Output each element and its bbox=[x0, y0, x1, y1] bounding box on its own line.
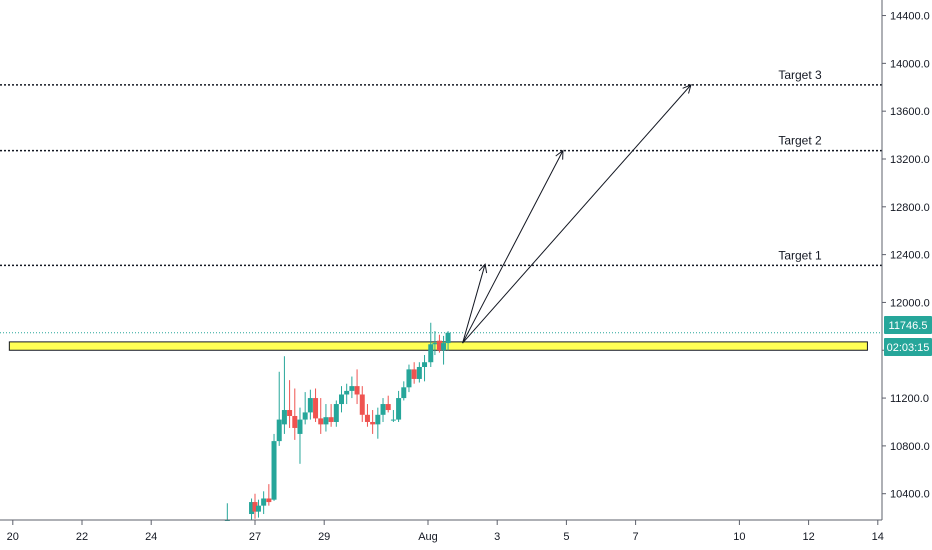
time-tick-label: 20 bbox=[7, 531, 19, 543]
candle-down bbox=[287, 410, 293, 416]
candle-up bbox=[416, 366, 422, 379]
time-tick-label: 14 bbox=[872, 531, 884, 543]
candle-up bbox=[255, 505, 261, 512]
candle-down bbox=[364, 414, 370, 422]
countdown-label: 02:03:15 bbox=[887, 342, 930, 354]
target-label-1: Target 1 bbox=[778, 248, 822, 262]
candle-up bbox=[401, 387, 407, 399]
candle-down bbox=[354, 386, 360, 395]
candle-up bbox=[406, 369, 412, 388]
candle-down bbox=[313, 398, 319, 419]
target-arrow-head-2 bbox=[555, 149, 564, 160]
price-tick-label: 10800.0 bbox=[890, 441, 930, 453]
time-tick-label: 7 bbox=[633, 531, 639, 543]
price-tick-label: 10400.0 bbox=[890, 489, 930, 501]
candle-up bbox=[349, 386, 355, 391]
countdown-badge bbox=[884, 338, 932, 356]
target-label-2: Target 2 bbox=[778, 134, 822, 148]
candle-up bbox=[276, 419, 282, 442]
candle-up bbox=[333, 404, 339, 422]
candle-up bbox=[339, 394, 344, 405]
price-tick-label: 12000.0 bbox=[890, 297, 930, 309]
candle-down bbox=[328, 417, 334, 422]
price-tick-label: 11200.0 bbox=[890, 393, 929, 405]
candle-down bbox=[266, 498, 272, 503]
time-tick-label: 29 bbox=[318, 531, 330, 543]
time-axis[interactable]: 20 22 24 27 29 Aug 3 5 7 10 12 14 bbox=[0, 519, 884, 543]
time-tick-label: 10 bbox=[733, 531, 745, 543]
price-tick-label: 13200.0 bbox=[890, 154, 930, 166]
candle-up bbox=[428, 344, 434, 363]
candle-up bbox=[445, 332, 451, 344]
time-tick-label: Aug bbox=[418, 531, 438, 543]
candle-down bbox=[292, 416, 298, 428]
time-tick-label: 12 bbox=[802, 531, 814, 543]
target-arrow-head-3 bbox=[682, 84, 692, 94]
candle-up bbox=[297, 419, 303, 434]
candle-down bbox=[411, 369, 417, 379]
current-price-badge bbox=[884, 316, 932, 334]
time-tick-label: 27 bbox=[249, 531, 261, 543]
candle-down bbox=[359, 394, 365, 415]
candle-down bbox=[370, 421, 376, 425]
current-price-label: 11746.5 bbox=[889, 320, 928, 332]
price-tick-label: 14000.0 bbox=[890, 58, 930, 70]
price-tick-label: 12400.0 bbox=[890, 250, 930, 262]
candle-up bbox=[432, 343, 438, 345]
plot-area[interactable]: Target 1 Target 2 Target 3 bbox=[0, 68, 882, 521]
target-arrow-2 bbox=[462, 150, 564, 344]
candle-up bbox=[261, 498, 267, 506]
price-tick-label: 12800.0 bbox=[890, 202, 930, 214]
price-tick-label: 14400.0 bbox=[890, 11, 930, 23]
price-labels: 11746.5 02:03:15 bbox=[884, 316, 932, 356]
candle-up bbox=[249, 502, 255, 515]
candle-down bbox=[252, 502, 258, 512]
candle-down bbox=[436, 340, 442, 351]
candle-down bbox=[385, 404, 391, 411]
time-tick-label: 22 bbox=[76, 531, 88, 543]
time-tick-label: 24 bbox=[145, 531, 157, 543]
target-label-3: Target 3 bbox=[778, 68, 822, 82]
target-arrow-head-1 bbox=[478, 263, 488, 274]
candle-up bbox=[307, 398, 313, 413]
candle-up bbox=[390, 419, 396, 421]
target-arrow-1 bbox=[462, 264, 486, 344]
target-arrow-3 bbox=[462, 84, 692, 344]
candle-up bbox=[281, 410, 287, 425]
candle-down bbox=[318, 418, 324, 425]
time-tick-label: 5 bbox=[563, 531, 569, 543]
candle-up bbox=[375, 414, 381, 425]
candle-up bbox=[271, 441, 277, 500]
price-tick-label: 13600.0 bbox=[890, 106, 930, 118]
candle-up bbox=[302, 412, 308, 420]
candle-up bbox=[323, 417, 329, 425]
price-axis[interactable]: 10400.010800.011200.011600.012000.012400… bbox=[881, 0, 930, 520]
candle-up bbox=[344, 390, 350, 395]
time-tick-label: 3 bbox=[494, 531, 500, 543]
candle-up bbox=[396, 398, 402, 420]
candle-up bbox=[422, 362, 428, 367]
candle-up bbox=[441, 343, 447, 351]
candle-up bbox=[380, 404, 386, 415]
